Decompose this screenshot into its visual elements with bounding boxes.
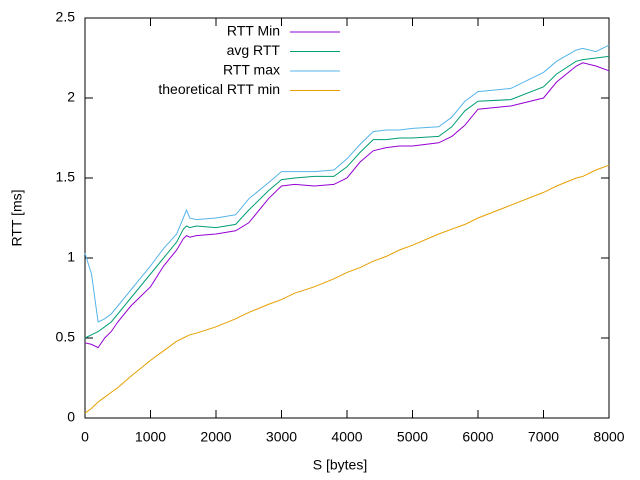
x-tick-label: 3000 [266,429,297,445]
y-tick-label: 0.5 [56,329,76,345]
y-tick-label: 0 [67,409,75,425]
legend-label: RTT Min [227,23,280,39]
y-tick-label: 2 [67,89,75,105]
x-tick-label: 6000 [462,429,493,445]
x-tick-label: 0 [81,429,89,445]
y-tick-label: 1 [67,249,75,265]
legend-label: theoretical RTT min [158,81,280,97]
x-tick-label: 5000 [397,429,428,445]
x-tick-label: 2000 [200,429,231,445]
y-tick-label: 1.5 [56,169,76,185]
x-tick-label: 1000 [135,429,166,445]
plot-frame [84,17,610,419]
series-line [84,164,610,414]
x-tick-label: 7000 [528,429,559,445]
y-tick-label: 2.5 [56,9,76,25]
legend-label: avg RTT [227,42,281,58]
series-line [84,55,610,339]
y-axis-label: RTT [ms] [9,189,25,246]
x-tick-label: 8000 [593,429,624,445]
series-line [84,62,610,349]
series-line [84,44,610,323]
x-axis-label: S [bytes] [313,457,367,473]
x-tick-label: 4000 [331,429,362,445]
legend-label: RTT max [223,62,280,78]
